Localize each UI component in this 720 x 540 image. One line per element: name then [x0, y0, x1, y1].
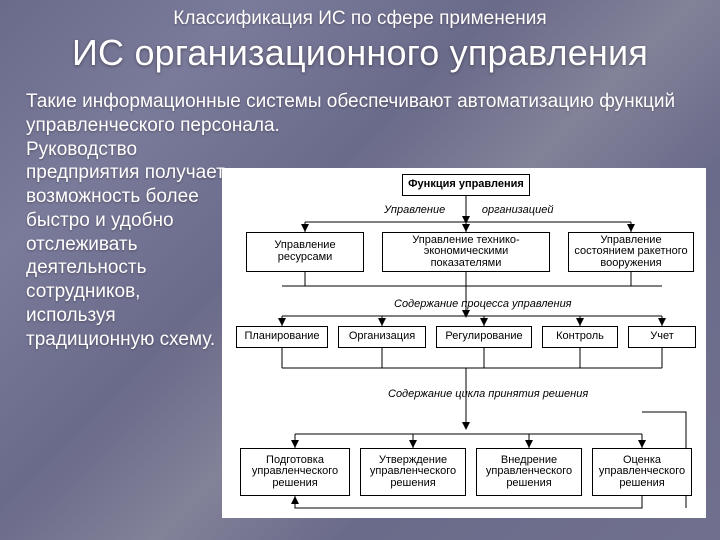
label-cycle: Содержание цикла принятия решения [388, 388, 588, 400]
node-rocket: Управление состоянием ракетного вооружен… [568, 232, 694, 272]
node-tech-econ: Управление технико-экономическими показа… [382, 232, 550, 272]
label-process: Содержание процесса управления [394, 298, 572, 310]
page-title: ИС организационного управления [0, 32, 720, 74]
node-prepare: Подготовка управленческого решения [240, 448, 350, 496]
paragraph-full: Такие информационные системы обеспечиваю… [26, 91, 675, 136]
node-assess: Оценка управленческого решения [592, 448, 692, 496]
label-org: Управление организацией [384, 204, 553, 216]
node-organizing: Организация [338, 326, 426, 348]
diagram: Функция управления Управление организаци… [222, 168, 706, 518]
node-resources: Управление ресурсами [246, 232, 364, 272]
node-control: Контроль [542, 326, 618, 348]
node-function: Функция управления [402, 174, 530, 196]
node-planning: Планирование [236, 326, 328, 348]
node-implement: Внедрение управленческого решения [476, 448, 582, 496]
overtitle: Классификация ИС по сфере применения [0, 0, 720, 30]
paragraph-narrow: Руководство предприятия получает возможн… [26, 138, 226, 352]
node-regulating: Регулирование [436, 326, 532, 348]
node-account: Учет [628, 326, 696, 348]
node-approve: Утверждение управленческого решения [360, 448, 466, 496]
